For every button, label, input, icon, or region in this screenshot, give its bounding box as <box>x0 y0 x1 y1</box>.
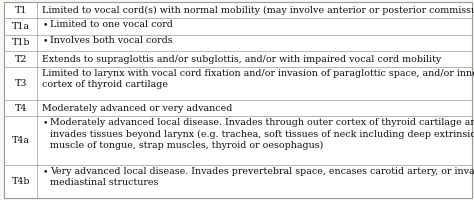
Text: T4a: T4a <box>12 136 30 145</box>
Text: T3: T3 <box>14 79 27 88</box>
Text: T1a: T1a <box>12 22 30 31</box>
Text: Limited to one vocal cord: Limited to one vocal cord <box>50 20 173 29</box>
Text: T2: T2 <box>14 55 27 64</box>
Text: T4: T4 <box>14 104 27 113</box>
Text: Extends to supraglottis and/or subglottis, and/or with impaired vocal cord mobil: Extends to supraglottis and/or subglotti… <box>42 55 441 64</box>
Text: T4b: T4b <box>11 177 30 186</box>
Text: T1: T1 <box>14 6 27 15</box>
Text: •: • <box>42 36 48 45</box>
Text: Limited to vocal cord(s) with normal mobility (may involve anterior or posterior: Limited to vocal cord(s) with normal mob… <box>42 6 474 15</box>
Text: Limited to larynx with vocal cord fixation and/or invasion of paraglottic space,: Limited to larynx with vocal cord fixati… <box>42 69 474 89</box>
Text: T1b: T1b <box>11 38 30 47</box>
Text: Involves both vocal cords: Involves both vocal cords <box>50 36 173 45</box>
Text: •: • <box>42 118 48 127</box>
Text: •: • <box>42 20 48 29</box>
Text: Moderately advanced or very advanced: Moderately advanced or very advanced <box>42 104 233 113</box>
Text: •: • <box>42 167 48 176</box>
Text: Moderately advanced local disease. Invades through outer cortex of thyroid carti: Moderately advanced local disease. Invad… <box>50 118 474 150</box>
Text: Very advanced local disease. Invades prevertebral space, encases carotid artery,: Very advanced local disease. Invades pre… <box>50 167 474 187</box>
